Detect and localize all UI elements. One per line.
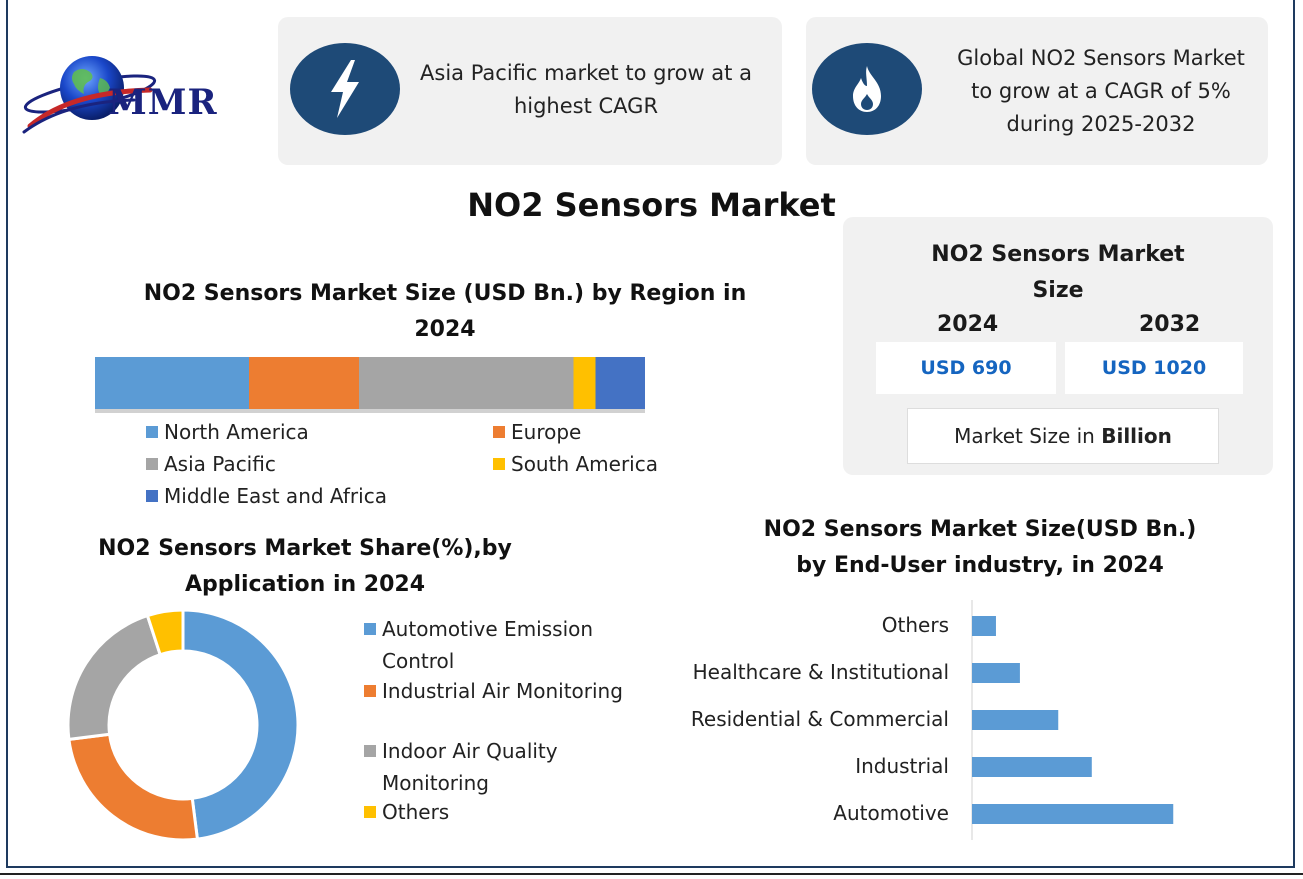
legend-label: Automotive Emission [382,617,594,641]
flame-icon [812,43,922,135]
legend-item-europe: Europe [493,420,581,444]
legend-label: Industrial Air Monitoring [382,679,623,703]
legend-label: Asia Pacific [164,452,276,476]
legend-swatch [364,806,376,818]
legend-label: Others [382,800,450,824]
region-chart-title: NO2 Sensors Market Size (USD Bn.) by Reg… [95,276,795,348]
end-user-bar [972,804,1174,824]
end-user-category-label: Industrial [855,754,949,778]
year-2032: 2032 [1139,312,1201,337]
legend-swatch [146,490,158,502]
card-text-global-cagr: Global NO2 Sensors Market to grow at a C… [934,42,1268,141]
end-user-category-label: Others [881,613,949,637]
bottom-rule [0,873,1303,875]
legend-item-asia-pacific: Asia Pacific [146,452,276,476]
legend-label: Europe [511,420,582,444]
market-size-unit: Market Size in Billion [907,408,1219,464]
end-user-category-label: Automotive [833,801,949,825]
legend-item-middle-east-africa: Middle East and Africa [146,484,387,508]
end-user-bar-chart [971,600,1174,840]
donut-slice [145,608,185,657]
region-chart-title-line: 2024 [414,317,476,342]
region-stacked-bar [95,357,645,413]
legend-item-automotive-emission: Automotive Emission Control [364,613,593,677]
infographic-frame [6,0,1295,868]
end-user-chart-title-line: NO2 Sensors Market Size(USD Bn.) [763,517,1197,542]
legend-swatch [364,623,376,635]
legend-item-industrial-air: Industrial Air Monitoring [364,675,623,707]
market-size-title-line: Size [1032,278,1084,303]
year-2024: 2024 [937,312,999,337]
card-text-line: to grow at a CAGR of 5% [971,79,1231,103]
legend-swatch [493,426,505,438]
card-global-cagr: Global NO2 Sensors Market to grow at a C… [806,17,1268,165]
card-text-line: highest CAGR [513,94,659,118]
main-title: NO2 Sensors Market [467,186,836,224]
end-user-category-label: Healthcare & Institutional [692,660,949,684]
legend-swatch [146,426,158,438]
legend-item-north-america: North America [146,420,309,444]
region-bar-segment [573,357,596,409]
market-size-panel: NO2 Sensors Market Size 2024 2032 USD 69… [843,217,1273,475]
unit-bold: Billion [1101,424,1172,448]
legend-label: Control [382,649,455,673]
legend-label: Middle East and Africa [164,484,387,508]
region-bar-segment [95,357,249,409]
end-user-chart-title-line: by End-User industry, in 2024 [796,553,1164,578]
application-chart-title-line: Application in 2024 [184,572,426,597]
legend-swatch [146,458,158,470]
legend-label: North America [164,420,309,444]
region-bar-segment [249,357,359,409]
lightning-icon [290,43,400,135]
end-user-bar [972,616,996,636]
unit-prefix: Market Size in [954,424,1102,448]
end-user-chart-title: NO2 Sensors Market Size(USD Bn.) by End-… [730,512,1230,584]
application-chart-title-line: NO2 Sensors Market Share(%),by [98,536,512,561]
donut-slice [67,732,200,842]
legend-label: Monitoring [382,771,489,795]
market-size-title-line: NO2 Sensors Market [931,242,1185,267]
application-donut-chart [66,608,300,842]
value-2032: USD 1020 [1065,342,1243,394]
application-chart-title: NO2 Sensors Market Share(%),by Applicati… [55,531,555,603]
legend-swatch [493,458,505,470]
legend-item-south-america: South America [493,452,658,476]
market-size-title: NO2 Sensors Market Size [843,237,1273,309]
card-text-line: Asia Pacific market to grow at a [420,61,752,85]
logo-text: MMR [108,82,218,123]
card-text-line: Global NO2 Sensors Market [957,46,1245,70]
card-text-asia-pacific: Asia Pacific market to grow at a highest… [400,57,772,123]
end-user-bar [972,710,1059,730]
donut-slice [66,613,163,742]
mmr-logo [22,52,262,142]
legend-swatch [364,685,376,697]
end-user-bar [972,757,1092,777]
card-text-line: during 2025-2032 [1006,112,1196,136]
legend-label: Indoor Air Quality [382,739,558,763]
legend-item-others: Others [364,796,449,828]
end-user-bar [972,663,1020,683]
legend-label: South America [511,452,658,476]
value-2024: USD 690 [876,342,1056,394]
legend-item-indoor-air: Indoor Air Quality Monitoring [364,735,558,799]
legend-swatch [364,745,376,757]
region-bar-segment [359,357,574,409]
globe-icon [22,56,157,134]
card-asia-pacific: Asia Pacific market to grow at a highest… [278,17,782,165]
donut-slice [181,608,300,841]
region-chart-title-line: NO2 Sensors Market Size (USD Bn.) by Reg… [143,281,747,306]
end-user-category-label: Residential & Commercial [690,707,949,731]
region-bar-segment [595,357,645,409]
